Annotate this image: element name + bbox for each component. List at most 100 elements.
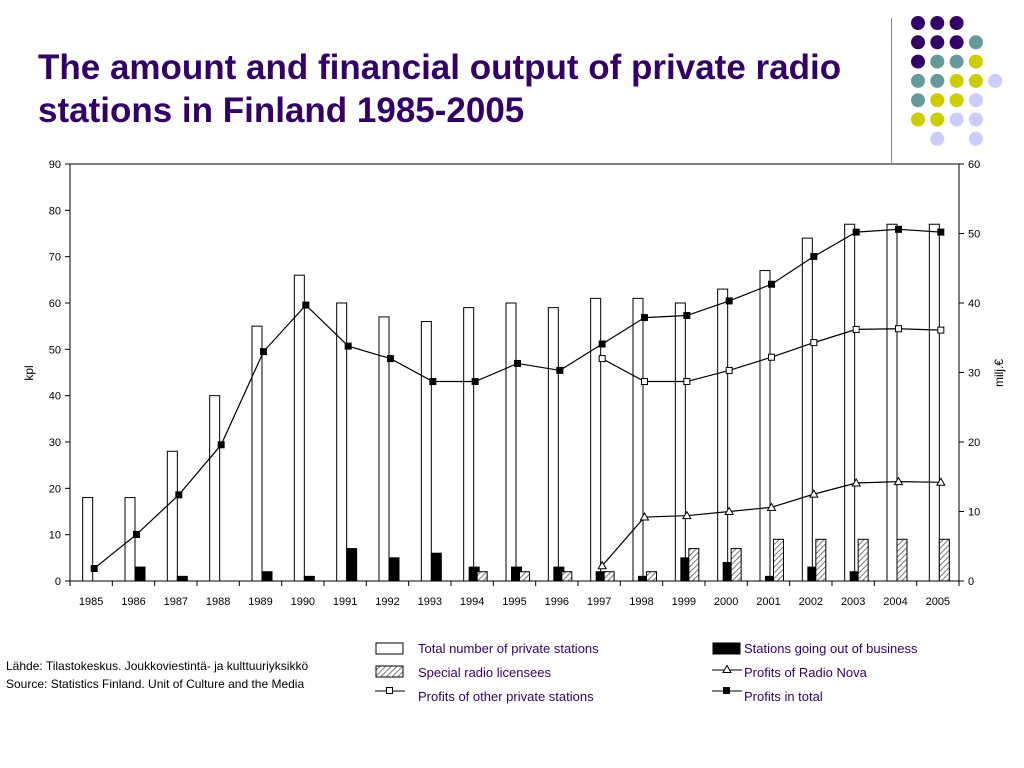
x-tick-label: 2004 <box>883 596 907 608</box>
legend-label-other-profits: Profits of other private stations <box>418 689 594 704</box>
decor-dot <box>949 112 964 127</box>
series-line <box>93 228 941 569</box>
bar-white <box>420 321 432 582</box>
data-point <box>681 510 692 520</box>
bar-hatched <box>938 538 950 582</box>
bar-white <box>166 450 178 582</box>
legend-symbol-total-stations <box>375 642 404 655</box>
bar-white <box>463 307 475 582</box>
decor-dot <box>930 93 945 108</box>
y-axis-label: kpl <box>22 365 36 380</box>
x-tick-label: 1996 <box>545 596 569 608</box>
decorative-divider <box>891 18 892 163</box>
source-english: Source: Statistics Finland. Unit of Cult… <box>6 677 305 691</box>
bar-black <box>176 575 188 582</box>
decor-dot <box>949 54 964 69</box>
bar-white <box>336 302 348 582</box>
y2-tick-label: 50 <box>968 229 980 241</box>
data-point <box>725 297 733 305</box>
data-point <box>90 564 98 572</box>
data-point <box>895 225 902 233</box>
data-point <box>810 252 818 260</box>
data-point <box>725 366 733 374</box>
bar-hatched <box>519 571 530 582</box>
decor-dot <box>949 16 964 30</box>
bar-black <box>261 571 273 582</box>
bar-black <box>303 575 315 582</box>
data-point <box>937 228 945 236</box>
y-tick-label: 80 <box>49 205 61 217</box>
data-point <box>683 378 691 386</box>
legend-label-out-of-business: Stations going out of business <box>744 641 918 656</box>
y2-tick-label: 60 <box>968 159 980 171</box>
x-tick-label: 1987 <box>164 596 188 608</box>
bar-white <box>209 395 221 582</box>
decor-dot <box>968 131 983 146</box>
decor-dot <box>930 35 945 50</box>
data-point <box>639 512 650 521</box>
y2-tick-label: 0 <box>968 576 974 588</box>
decor-dot <box>930 131 945 146</box>
data-point <box>810 339 818 347</box>
decor-dot <box>911 54 925 69</box>
decor-dot <box>949 73 964 88</box>
y2-tick-label: 10 <box>968 507 980 519</box>
data-point <box>852 325 860 333</box>
data-point <box>556 366 564 374</box>
y2-axis-label: milj.€ <box>992 359 1006 387</box>
bar-white <box>759 270 771 582</box>
x-tick-label: 1985 <box>79 596 103 608</box>
x-tick-label: 1995 <box>502 596 526 608</box>
decor-dot <box>968 73 983 88</box>
y-tick-label: 10 <box>49 530 61 542</box>
data-point <box>217 441 225 449</box>
y-tick-label: 50 <box>49 344 61 356</box>
decorative-dot-grid <box>911 16 1003 146</box>
x-tick-label: 2001 <box>756 596 780 608</box>
data-point <box>683 312 691 320</box>
x-tick-label: 1997 <box>587 596 611 608</box>
y2-tick-label: 20 <box>968 437 980 449</box>
x-tick-label: 2005 <box>926 596 950 608</box>
bar-black <box>430 552 442 582</box>
decor-dot <box>911 112 925 127</box>
y-tick-label: 40 <box>49 391 61 403</box>
data-point <box>937 326 945 334</box>
bar-white <box>293 274 305 582</box>
data-point <box>893 476 904 486</box>
legend-symbol-profits-total <box>712 687 742 694</box>
y-tick-label: 30 <box>49 437 61 449</box>
data-point <box>598 355 606 363</box>
data-point <box>641 378 648 386</box>
legend-symbol-radio-nova <box>712 664 742 673</box>
y-tick-label: 20 <box>49 483 61 495</box>
data-point <box>302 301 310 309</box>
decor-dot <box>930 16 945 30</box>
x-tick-label: 1993 <box>418 596 442 608</box>
bar-hatched <box>476 571 488 582</box>
y-tick-label: 90 <box>49 159 61 171</box>
decor-dot <box>949 93 964 108</box>
bar-white <box>547 307 559 582</box>
decor-dot <box>968 112 983 127</box>
legend-label-profits-total: Profits in total <box>744 689 823 704</box>
bar-black <box>134 566 146 582</box>
legend-label-special-licensees: Special radio licensees <box>418 665 551 680</box>
bar-white <box>886 223 898 582</box>
bar-hatched <box>646 571 657 582</box>
decor-dot <box>968 54 983 69</box>
data-point <box>851 477 862 487</box>
legend-label-total-stations: Total number of private stations <box>418 641 599 656</box>
data-point <box>260 348 267 356</box>
bar-white <box>82 497 94 582</box>
y2-tick-label: 30 <box>968 368 980 380</box>
data-point <box>768 280 775 288</box>
decor-dot <box>949 35 964 50</box>
data-point <box>808 489 819 498</box>
data-point <box>597 560 608 570</box>
x-tick-label: 1986 <box>121 596 145 608</box>
data-point <box>471 378 479 386</box>
bar-white <box>632 297 644 582</box>
bar-hatched <box>730 548 742 582</box>
bar-hatched <box>603 571 615 582</box>
